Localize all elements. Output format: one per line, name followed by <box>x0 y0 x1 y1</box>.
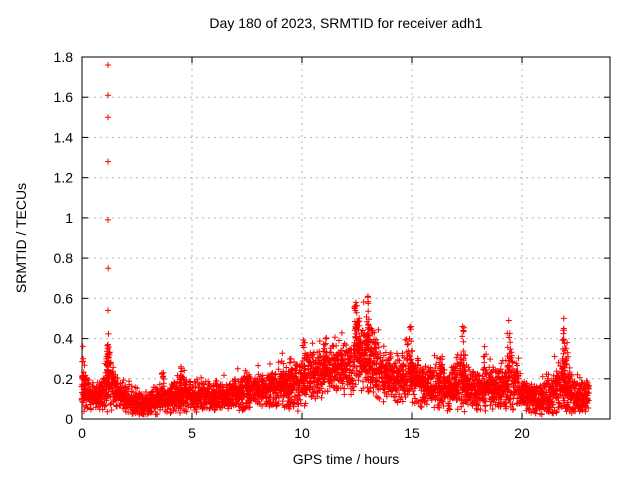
chart-title: Day 180 of 2023, SRMTID for receiver adh… <box>209 15 483 31</box>
y-tick-label: 0.2 <box>54 371 74 387</box>
data-points-series <box>78 62 592 418</box>
y-tick-label: 1.6 <box>54 89 74 105</box>
plot-border <box>81 56 611 420</box>
x-tick-label: 0 <box>78 425 86 441</box>
y-tick-label: 0 <box>65 411 73 427</box>
y-tick-label: 1.2 <box>54 170 74 186</box>
y-tick-label: 0.8 <box>54 250 74 266</box>
y-tick-label: 1.8 <box>54 49 74 65</box>
x-axis-label: GPS time / hours <box>292 451 400 467</box>
x-tick-label: 15 <box>404 425 420 441</box>
x-tick-label: 5 <box>188 425 196 441</box>
y-tick-label: 1.4 <box>54 129 74 145</box>
y-tick-label: 0.6 <box>54 290 74 306</box>
x-tick-label: 20 <box>514 425 530 441</box>
x-tick-label: 10 <box>294 425 310 441</box>
tick-labels: 0 5 10 15 20 0 0.2 0.4 0.6 0.8 1 1.2 1.4 1.6 1.8 <box>54 49 530 441</box>
y-tick-label: 1 <box>65 210 73 226</box>
y-tick-label: 0.4 <box>54 331 74 347</box>
axis-ticks <box>81 56 610 420</box>
